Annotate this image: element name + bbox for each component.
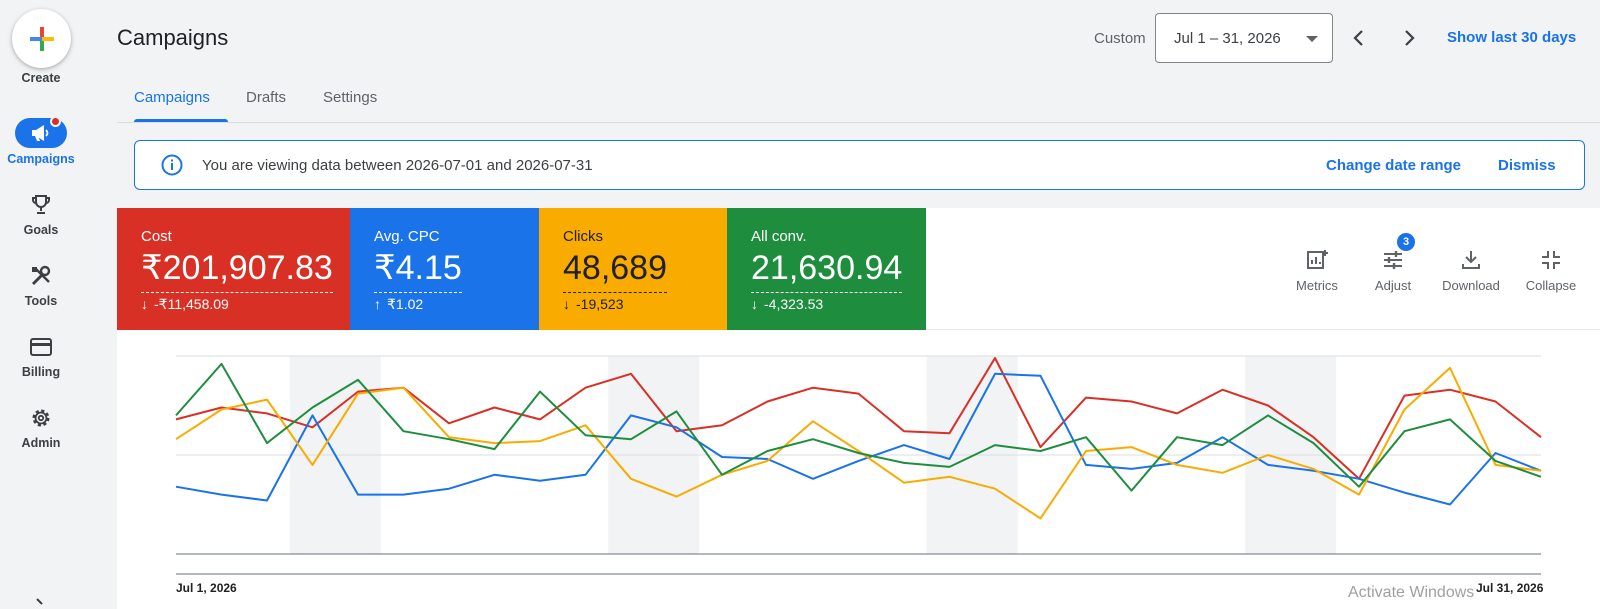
info-banner: You are viewing data between 2026-07-01 … [134,140,1585,190]
series-line-4 [175,362,1542,492]
metric-delta: ↓ -19,523 [563,296,624,312]
trophy-icon[interactable] [27,193,55,217]
metric-value: ₹201,907.83 [141,246,333,293]
arrow-down-icon: ↓ [563,296,570,312]
collapse-icon [1542,251,1560,269]
sidebar-item-campaigns[interactable] [15,118,67,148]
tab-settings[interactable]: Settings [323,89,378,106]
tab-drafts[interactable]: Drafts [246,89,287,106]
metric-value: 48,689 [563,246,667,293]
date-range-select[interactable]: Jul 1 – 31, 2026 [1155,13,1333,63]
show-last-30-days-link[interactable]: Show last 30 days [1447,29,1577,46]
download-button[interactable]: Download [1436,248,1506,293]
chevron-right-icon[interactable] [33,597,47,609]
arrow-down-icon: ↓ [751,296,758,312]
download-icon [1462,251,1480,269]
dismiss-link[interactable]: Dismiss [1498,157,1556,174]
download-label: Download [1442,278,1500,293]
adjust-label: Adjust [1374,278,1412,293]
arrow-up-icon: ↑ [374,296,381,312]
metric-card-clicks[interactable]: Clicks 48,689 ↓ -19,523 [539,208,727,330]
series-line-2 [175,372,1542,506]
change-date-range-link[interactable]: Change date range [1326,157,1462,174]
caret-down-icon [1306,36,1318,42]
chevron-right-icon[interactable] [1397,26,1421,50]
performance-chart: Jul 1, 2026 Jul 31, 2026 [117,330,1600,609]
sidebar-item-label: Goals [23,223,59,237]
activate-windows-watermark: Activate Windows [1348,584,1475,601]
metric-card-avg-cpc[interactable]: Avg. CPC ₹4.15 ↑ ₹1.02 [350,208,539,330]
line-chart-svg [175,355,1542,575]
x-axis-end-label: Jul 31, 2026 [1476,581,1544,595]
create-button[interactable] [12,9,71,68]
info-icon [161,154,183,176]
tune-icon [1384,251,1402,269]
tab-bar: Campaigns Drafts Settings [117,75,1600,123]
collapse-button[interactable]: Collapse [1516,248,1586,293]
metric-delta: ↓ -₹11,458.09 [141,296,229,312]
metric-card-cost[interactable]: Cost ₹201,907.83 ↓ -₹11,458.09 [117,208,350,330]
metric-name: Cost [141,228,172,245]
metric-delta: ↑ ₹1.02 [374,296,424,312]
x-axis-start-label: Jul 1, 2026 [176,581,237,595]
active-tab-indicator [134,119,228,122]
create-label: Create [21,71,61,85]
adjust-button[interactable]: Adjust [1358,248,1428,293]
sidebar-item-label: Billing [21,365,61,379]
arrow-down-icon: ↓ [141,296,148,312]
tab-campaigns[interactable]: Campaigns [134,89,210,106]
page-title: Campaigns [117,25,229,50]
metrics-button[interactable]: Metrics [1282,248,1352,293]
metrics-label: Metrics [1296,278,1338,293]
collapse-label: Collapse [1525,278,1577,293]
metric-value: 21,630.94 [751,246,903,293]
adjust-count-badge: 3 [1397,233,1415,251]
add-chart-icon [1307,250,1328,269]
range-type-label: Custom [1094,30,1146,47]
notification-dot [50,116,61,127]
date-range-value: Jul 1 – 31, 2026 [1174,30,1281,47]
tools-icon[interactable] [27,264,55,288]
metric-name: All conv. [751,228,807,245]
gear-icon[interactable] [27,406,55,430]
plus-icon [30,27,54,51]
sidebar-item-label: Campaigns [7,152,75,166]
metric-delta: ↓ -4,323.53 [751,296,824,312]
metric-card-all-conv[interactable]: All conv. 21,630.94 ↓ -4,323.53 [727,208,926,330]
metrics-panel: Cost ₹201,907.83 ↓ -₹11,458.09 Avg. CPC ₹… [117,208,1600,330]
metric-name: Avg. CPC [374,228,440,245]
series-line-3 [175,366,1542,520]
left-nav-rail: Create Campaigns Goals Tools Billing [0,0,82,609]
sidebar-item-label: Tools [24,294,58,308]
banner-message: You are viewing data between 2026-07-01 … [202,157,593,174]
metric-name: Clicks [563,228,603,245]
megaphone-icon [32,125,49,141]
credit-card-icon[interactable] [27,335,55,359]
sidebar-item-label: Admin [21,436,61,450]
chevron-left-icon[interactable] [1347,26,1371,50]
metric-value: ₹4.15 [374,246,462,293]
